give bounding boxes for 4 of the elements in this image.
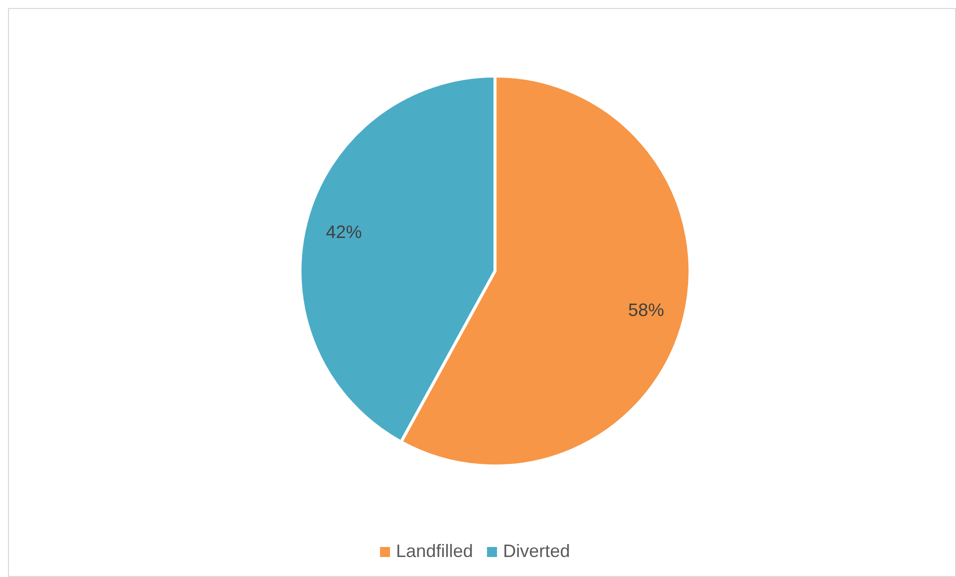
- legend-label: Landfilled: [396, 541, 474, 562]
- legend-label: Diverted: [503, 541, 570, 562]
- data-label: 42%: [326, 222, 362, 242]
- data-label: 58%: [628, 300, 664, 320]
